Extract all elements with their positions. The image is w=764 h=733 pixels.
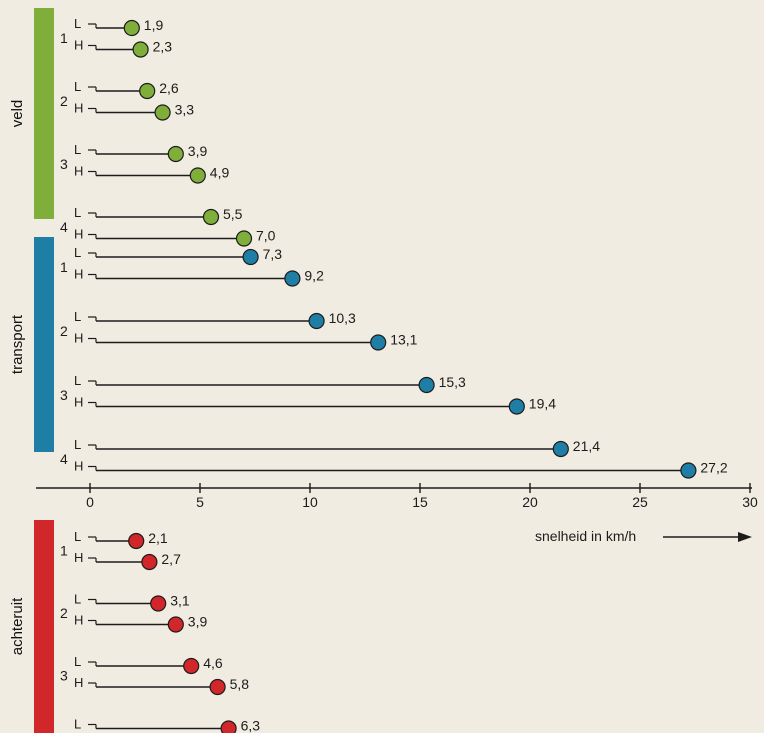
value-label: 3,3 <box>175 102 195 118</box>
speed-dot <box>183 657 200 675</box>
range-label: H <box>74 227 83 242</box>
gear-number: 2 <box>60 323 68 339</box>
group-band-achteruit <box>34 520 54 733</box>
speed-dot <box>141 553 158 571</box>
x-tick-label: 5 <box>196 494 204 510</box>
speed-dot <box>220 720 237 733</box>
speed-dot <box>150 595 167 612</box>
speed-dot <box>370 334 387 351</box>
value-label: 5,8 <box>230 676 250 692</box>
range-label: H <box>74 331 83 346</box>
range-label: H <box>74 395 83 410</box>
speed-dot <box>128 532 145 550</box>
gear-number: 2 <box>60 605 68 621</box>
range-label: L <box>74 717 81 732</box>
unit-arrow-head <box>738 532 752 542</box>
gear-number: 3 <box>60 668 68 684</box>
value-label: 6,3 <box>241 718 261 733</box>
value-label: 4,9 <box>210 165 230 181</box>
speed-dot <box>508 398 525 415</box>
range-label: L <box>74 16 81 31</box>
range-label: H <box>74 267 83 282</box>
x-tick-label: 10 <box>302 494 318 510</box>
value-label: 2,1 <box>148 530 168 546</box>
range-label: H <box>74 675 83 690</box>
range-label: L <box>74 437 81 452</box>
speed-dot <box>235 230 253 247</box>
range-label: H <box>74 459 83 474</box>
speed-dot <box>209 678 226 696</box>
range-label: L <box>74 309 81 324</box>
gear-number: 3 <box>60 387 68 403</box>
x-tick-label: 25 <box>632 494 648 510</box>
value-label: 2,3 <box>153 39 173 55</box>
range-label: L <box>74 373 81 388</box>
range-label: L <box>74 142 81 157</box>
range-label: L <box>74 592 81 607</box>
speed-dot <box>132 41 149 58</box>
value-label: 5,5 <box>223 206 243 222</box>
range-label: L <box>74 529 81 544</box>
value-label: 2,7 <box>161 551 181 567</box>
speed-dot <box>189 167 206 184</box>
range-label: H <box>74 550 83 565</box>
x-axis-unit-label: snelheid in km/h <box>535 528 636 544</box>
value-label: 15,3 <box>439 374 466 390</box>
range-label: L <box>74 205 81 220</box>
range-label: L <box>74 654 81 669</box>
value-label: 3,1 <box>170 593 190 609</box>
range-label: H <box>74 38 83 53</box>
gear-number: 4 <box>60 219 68 235</box>
gear-number: 2 <box>60 93 68 109</box>
group-band-veld <box>34 8 54 219</box>
speed-dot <box>154 104 171 121</box>
speed-dot <box>308 312 325 330</box>
value-label: 7,0 <box>256 228 276 244</box>
value-label: 3,9 <box>188 143 208 159</box>
gear-number: 1 <box>60 259 68 275</box>
gear-number: 3 <box>60 156 68 172</box>
x-tick-label: 15 <box>412 494 428 510</box>
speed-dot <box>202 208 220 226</box>
x-tick-label: 30 <box>742 494 758 510</box>
value-label: 4,6 <box>203 655 223 671</box>
x-tick-label: 20 <box>522 494 538 510</box>
value-label: 21,4 <box>573 438 600 454</box>
range-label: H <box>74 613 83 628</box>
speed-dot <box>552 440 569 458</box>
value-label: 3,9 <box>188 614 208 630</box>
speed-dot <box>123 19 140 37</box>
speed-dot <box>242 248 259 266</box>
value-label: 27,2 <box>700 460 727 476</box>
gear-number: 4 <box>60 451 68 467</box>
range-label: H <box>74 164 83 179</box>
value-label: 19,4 <box>529 396 556 412</box>
range-label: H <box>74 101 83 116</box>
speed-dot <box>139 82 156 100</box>
speed-dot <box>418 376 435 394</box>
speed-dot <box>680 462 697 479</box>
range-label: L <box>74 245 81 260</box>
gear-number: 4 <box>60 730 68 733</box>
speed-dot <box>284 270 301 287</box>
speed-dot <box>167 616 184 633</box>
group-label-transport: transport <box>9 314 26 374</box>
x-tick-label: 0 <box>86 494 94 510</box>
group-label-veld: veld <box>9 100 26 128</box>
range-label: L <box>74 79 81 94</box>
gear-number: 1 <box>60 30 68 46</box>
value-label: 13,1 <box>390 332 417 348</box>
gear-number: 1 <box>60 543 68 559</box>
group-label-achteruit: achteruit <box>9 597 26 655</box>
value-label: 9,2 <box>304 268 324 284</box>
value-label: 1,9 <box>144 17 164 33</box>
value-label: 7,3 <box>263 246 283 262</box>
group-band-transport <box>34 237 54 452</box>
value-label: 10,3 <box>329 310 356 326</box>
value-label: 2,6 <box>159 80 179 96</box>
speed-dot <box>167 145 184 163</box>
